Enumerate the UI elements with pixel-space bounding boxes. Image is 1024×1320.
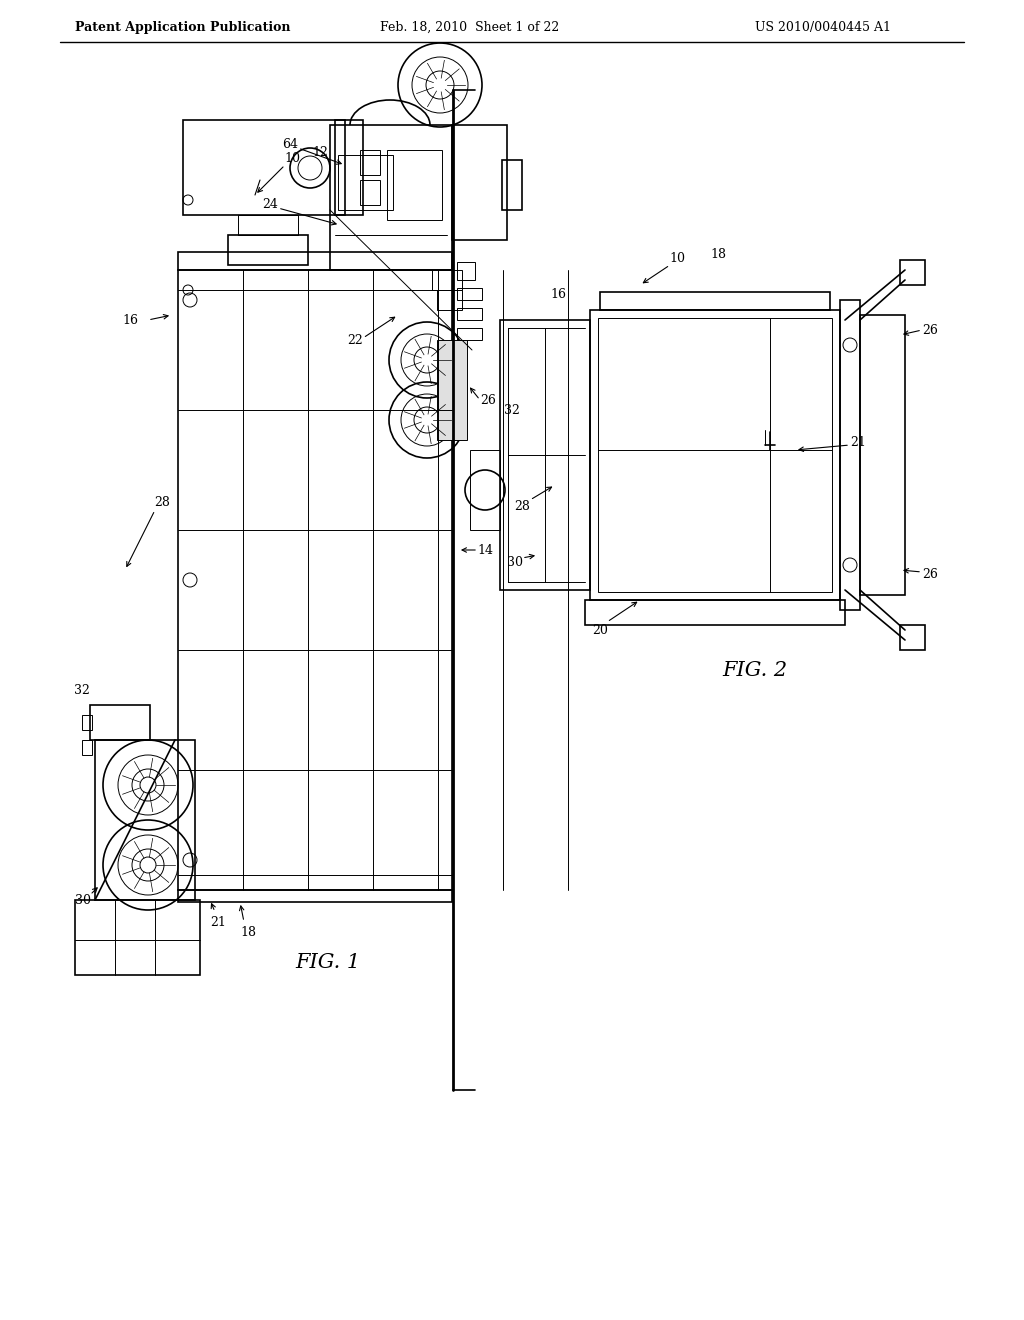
Text: 16: 16 xyxy=(550,289,566,301)
Bar xyxy=(82,715,92,730)
Bar xyxy=(437,290,462,310)
Bar xyxy=(590,310,840,601)
Text: 10: 10 xyxy=(669,252,685,264)
Text: 32: 32 xyxy=(504,404,520,417)
Bar xyxy=(470,450,500,531)
Text: 26: 26 xyxy=(922,323,938,337)
Bar xyxy=(387,150,442,220)
Text: 28: 28 xyxy=(514,499,530,512)
Text: 10: 10 xyxy=(284,152,300,165)
Bar xyxy=(457,288,482,300)
Bar xyxy=(178,252,452,271)
Text: 30: 30 xyxy=(75,894,91,907)
Bar xyxy=(500,319,590,590)
Bar xyxy=(82,741,92,755)
Text: 20: 20 xyxy=(592,623,608,636)
Bar xyxy=(598,318,831,591)
Bar xyxy=(452,125,507,240)
Bar xyxy=(502,160,522,210)
Bar xyxy=(228,235,308,265)
Bar xyxy=(600,292,830,310)
Text: 18: 18 xyxy=(710,248,726,261)
Bar xyxy=(330,125,452,271)
Bar xyxy=(75,900,200,975)
Text: FIG. 2: FIG. 2 xyxy=(723,660,787,680)
Text: 12: 12 xyxy=(312,145,328,158)
Text: 18: 18 xyxy=(240,925,256,939)
Bar xyxy=(432,271,462,290)
Bar xyxy=(900,260,925,285)
Bar xyxy=(178,890,452,902)
Text: 21: 21 xyxy=(850,436,866,449)
Bar xyxy=(860,315,905,595)
Text: 32: 32 xyxy=(74,684,90,697)
Bar xyxy=(457,327,482,341)
Text: 26: 26 xyxy=(922,569,938,582)
Text: 21: 21 xyxy=(210,916,226,928)
Bar xyxy=(90,705,150,741)
Bar xyxy=(360,150,380,176)
Bar xyxy=(335,120,362,215)
Text: 14: 14 xyxy=(477,544,493,557)
Text: 16: 16 xyxy=(122,314,138,326)
Bar xyxy=(900,624,925,649)
Text: 64: 64 xyxy=(282,139,298,152)
Bar xyxy=(457,308,482,319)
Bar xyxy=(437,341,467,440)
Bar xyxy=(338,154,393,210)
Bar xyxy=(840,300,860,610)
Bar xyxy=(585,601,845,624)
Text: 30: 30 xyxy=(507,556,523,569)
Text: 28: 28 xyxy=(154,495,170,508)
Bar xyxy=(360,180,380,205)
Text: 22: 22 xyxy=(347,334,362,346)
Bar xyxy=(178,271,452,890)
Text: Patent Application Publication: Patent Application Publication xyxy=(75,21,291,33)
Bar xyxy=(95,741,195,900)
Text: 26: 26 xyxy=(480,393,496,407)
Bar xyxy=(183,120,345,215)
Bar xyxy=(457,261,475,280)
Text: US 2010/0040445 A1: US 2010/0040445 A1 xyxy=(755,21,891,33)
Bar xyxy=(238,215,298,235)
Text: FIG. 1: FIG. 1 xyxy=(296,953,360,972)
Text: Feb. 18, 2010  Sheet 1 of 22: Feb. 18, 2010 Sheet 1 of 22 xyxy=(380,21,559,33)
Text: 24: 24 xyxy=(262,198,278,211)
